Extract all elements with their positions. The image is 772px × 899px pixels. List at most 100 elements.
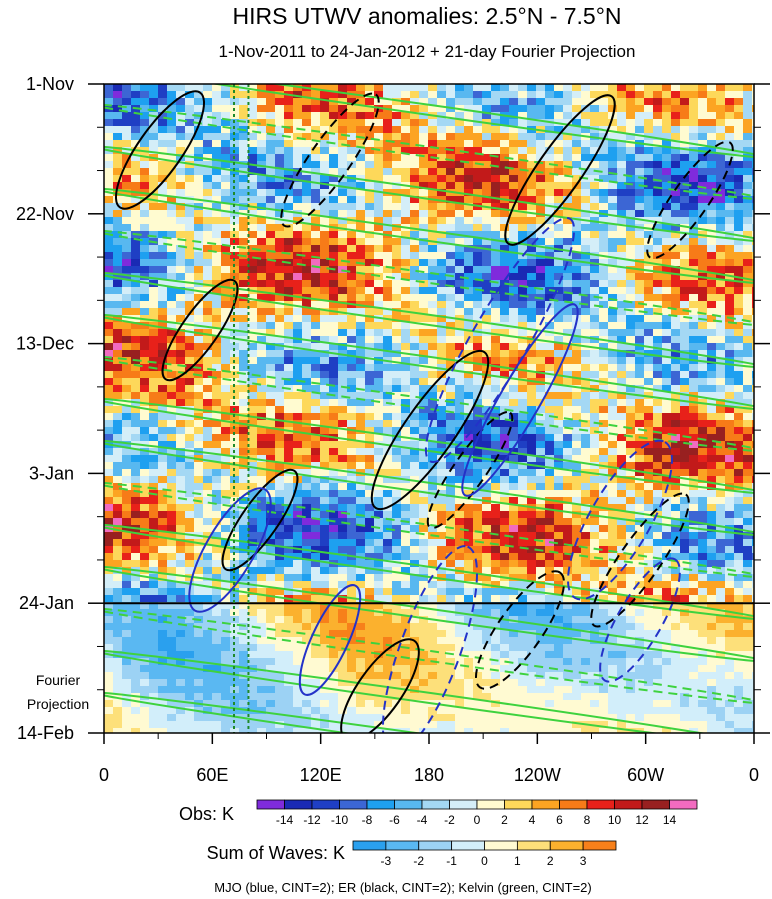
field-cell	[662, 336, 672, 344]
field-cell	[446, 546, 456, 554]
field-cell	[752, 112, 754, 120]
field-cell	[158, 434, 168, 442]
field-cell	[617, 231, 627, 239]
field-cell	[401, 455, 411, 463]
field-cell	[527, 476, 537, 484]
field-cell	[356, 364, 366, 372]
field-cell	[410, 252, 420, 260]
field-cell	[617, 406, 627, 414]
field-cell	[572, 413, 582, 421]
field-cell	[527, 357, 537, 365]
field-cell	[581, 294, 591, 302]
field-cell	[104, 126, 114, 134]
field-cell	[680, 280, 690, 288]
field-cell	[131, 91, 141, 99]
field-cell	[383, 378, 393, 386]
field-cell	[581, 245, 591, 253]
field-cell	[302, 511, 312, 519]
field-cell	[527, 273, 537, 281]
field-cell	[194, 182, 204, 190]
field-cell	[365, 336, 375, 344]
field-cell	[644, 448, 654, 456]
field-cell	[167, 245, 177, 253]
field-cell	[113, 483, 123, 491]
field-cell	[500, 546, 510, 554]
field-cell	[446, 497, 456, 505]
field-cell	[518, 525, 528, 533]
field-cell	[734, 420, 744, 428]
field-cell	[410, 343, 420, 351]
field-cell	[671, 364, 681, 372]
field-cell	[518, 126, 528, 134]
field-cell	[419, 98, 429, 106]
field-cell	[122, 525, 132, 533]
field-cell	[482, 273, 492, 281]
field-cell	[131, 511, 141, 519]
field-cell	[203, 350, 213, 358]
field-cell	[239, 266, 249, 274]
field-cell	[473, 497, 483, 505]
field-cell	[644, 420, 654, 428]
field-cell	[743, 175, 753, 183]
field-cell	[419, 154, 429, 162]
field-cell	[563, 420, 573, 428]
field-cell	[491, 392, 501, 400]
field-cell	[266, 301, 276, 309]
field-cell	[248, 476, 258, 484]
field-cell	[743, 434, 753, 442]
field-cell	[626, 357, 636, 365]
field-cell	[617, 427, 627, 435]
field-cell	[518, 441, 528, 449]
field-cell	[635, 294, 645, 302]
field-cell	[356, 315, 366, 323]
field-cell	[662, 119, 672, 127]
field-cell	[536, 441, 546, 449]
field-cell	[320, 259, 330, 267]
field-cell	[365, 224, 375, 232]
field-cell	[356, 462, 366, 470]
field-cell	[743, 532, 753, 540]
field-cell	[113, 231, 123, 239]
field-cell	[716, 273, 726, 281]
field-cell	[671, 308, 681, 316]
field-cell	[410, 322, 420, 330]
field-cell	[203, 371, 213, 379]
field-cell	[419, 490, 429, 498]
field-cell	[698, 476, 708, 484]
field-cell	[428, 546, 438, 554]
field-cell	[149, 315, 159, 323]
field-cell	[545, 553, 555, 561]
field-cell	[311, 546, 321, 554]
field-cell	[599, 119, 609, 127]
field-cell	[608, 259, 618, 267]
field-cell	[590, 308, 600, 316]
field-cell	[518, 532, 528, 540]
field-cell	[185, 224, 195, 232]
field-cell	[275, 91, 285, 99]
field-cell	[599, 175, 609, 183]
field-cell	[617, 133, 627, 141]
field-cell	[491, 553, 501, 561]
field-cell	[716, 364, 726, 372]
field-cell	[608, 154, 618, 162]
field-cell	[608, 315, 618, 323]
field-cell	[257, 84, 267, 92]
field-cell	[410, 238, 420, 246]
field-cell	[635, 336, 645, 344]
field-cell	[419, 413, 429, 421]
field-cell	[320, 245, 330, 253]
field-cell	[464, 161, 474, 169]
field-cell	[518, 497, 528, 505]
field-cell	[131, 434, 141, 442]
field-cell	[608, 427, 618, 435]
field-cell	[203, 112, 213, 120]
field-cell	[644, 357, 654, 365]
field-cell	[410, 91, 420, 99]
field-cell	[221, 140, 231, 148]
field-cell	[248, 252, 258, 260]
field-cell	[266, 343, 276, 351]
field-cell	[698, 126, 708, 134]
field-cell	[635, 196, 645, 204]
field-cell	[158, 322, 168, 330]
field-cell	[158, 280, 168, 288]
